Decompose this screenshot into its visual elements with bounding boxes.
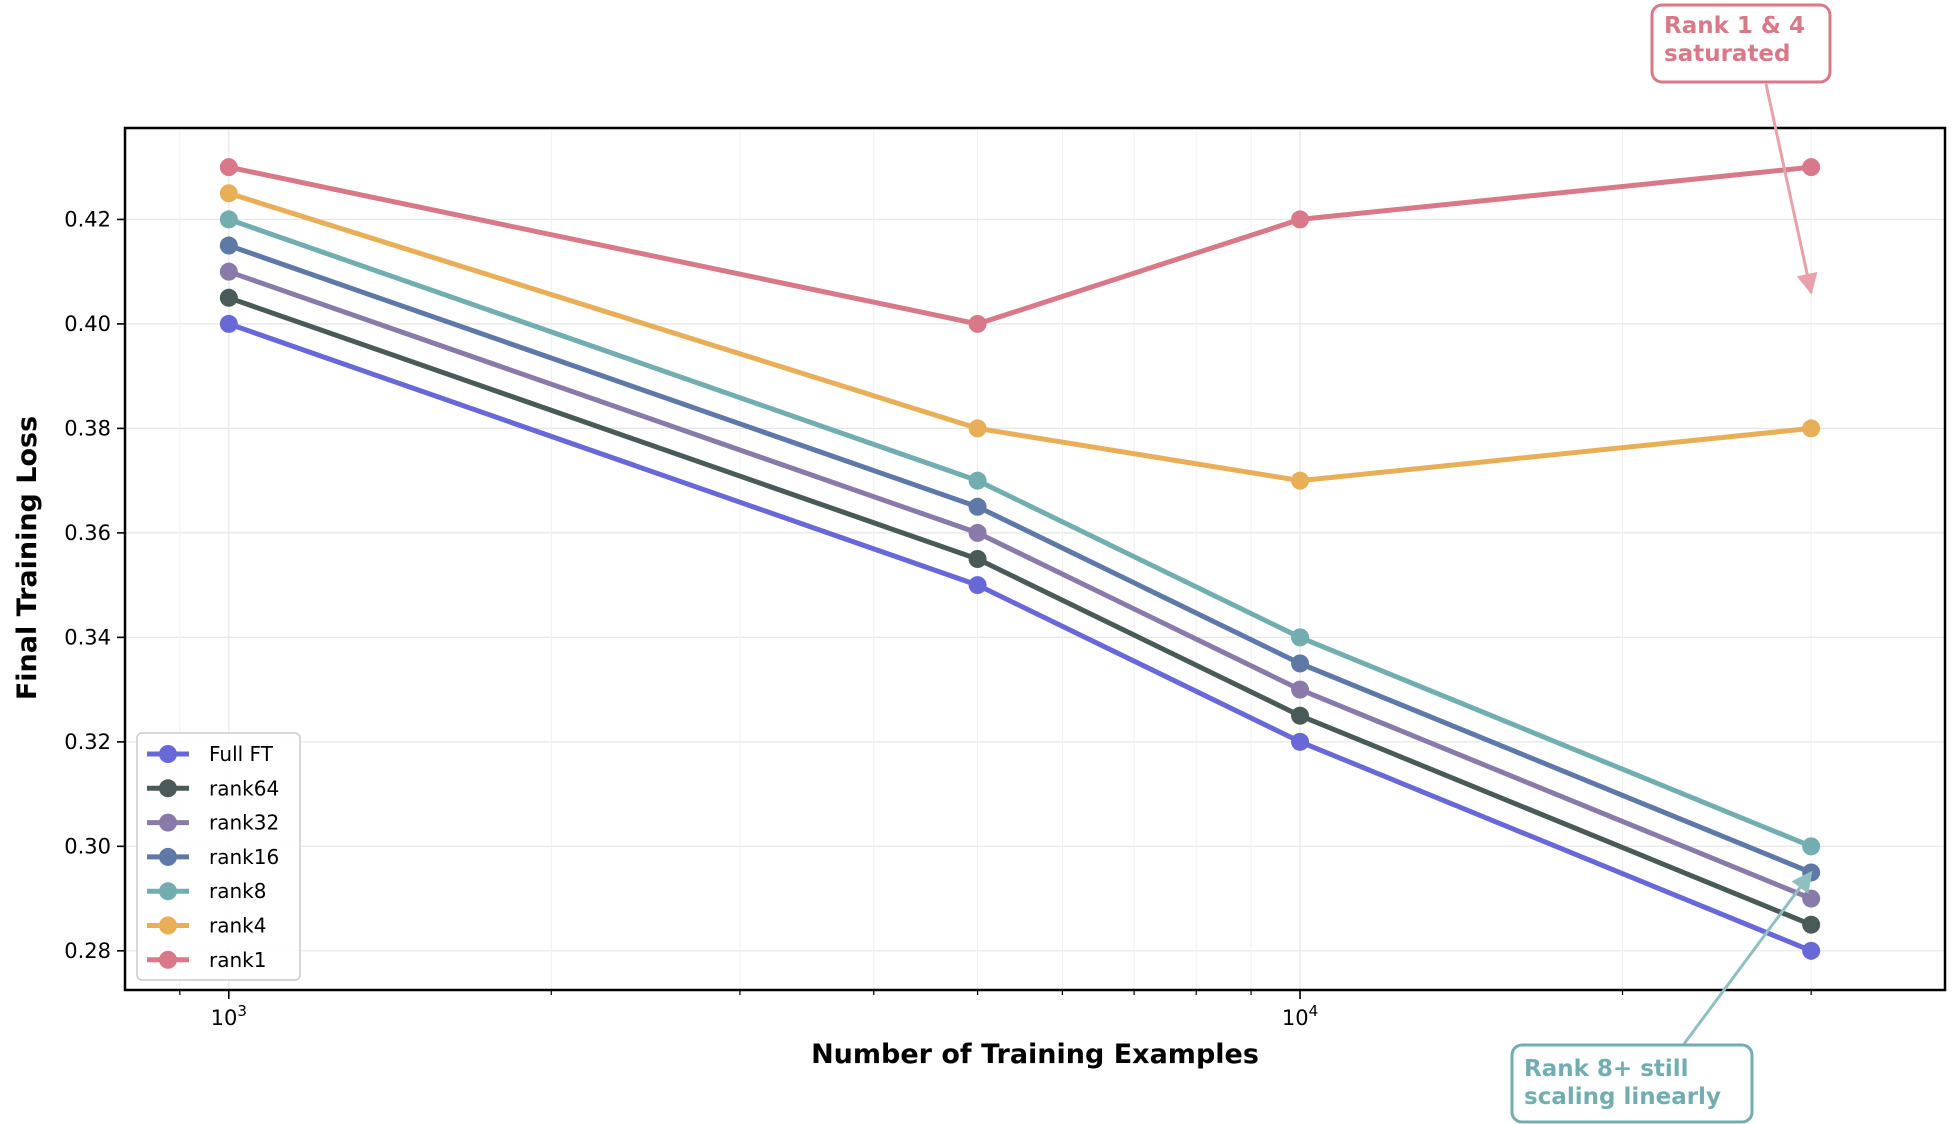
legend-swatch-marker <box>159 916 177 935</box>
legend-box <box>136 732 301 981</box>
data-point-rank32 <box>1291 680 1310 699</box>
y-tick-label: 0.36 <box>64 521 111 545</box>
plot-frame <box>123 126 1947 992</box>
y-tick-label: 0.38 <box>64 416 111 440</box>
series-line-rank8 <box>227 217 1813 849</box>
annotation-text: Rank 8+ still <box>1524 1056 1689 1082</box>
legend-swatch-marker <box>159 745 177 763</box>
legend-item-full-ft: Full FT <box>147 742 274 766</box>
y-tick-label: 0.28 <box>64 939 111 963</box>
data-point-full-ft <box>1802 941 1821 960</box>
legend-swatch-marker <box>159 950 177 969</box>
data-point-rank16 <box>219 236 238 255</box>
annotation-text: scaling linearly <box>1524 1084 1721 1110</box>
annotation-arrow <box>1682 870 1813 1045</box>
series-rank1 <box>219 158 1821 333</box>
data-point-rank4 <box>219 184 238 203</box>
data-point-rank32 <box>1802 889 1821 908</box>
y-tick-label: 0.32 <box>64 730 111 754</box>
data-point-rank32 <box>968 523 987 542</box>
series-line-rank4 <box>228 190 1812 484</box>
data-point-rank64 <box>1291 706 1310 725</box>
legend-label: rank32 <box>209 811 279 835</box>
y-axis-title: Final Training Loss <box>12 416 43 700</box>
data-point-rank4 <box>1802 419 1821 438</box>
x-tick-label: 103 <box>211 1002 247 1030</box>
annotation-arrow <box>1764 83 1818 295</box>
series-rank8 <box>219 210 1821 856</box>
series-line-rank64 <box>227 295 1813 928</box>
data-point-rank1 <box>219 158 238 177</box>
legend-item-rank1: rank1 <box>147 948 266 972</box>
data-point-rank16 <box>968 497 987 516</box>
legend-swatch-marker <box>159 847 177 866</box>
series-rank32 <box>219 262 1821 908</box>
legend-label: rank1 <box>209 948 266 972</box>
series-line-rank32 <box>227 269 1813 901</box>
y-tick-label: 0.30 <box>64 834 111 858</box>
data-point-rank64 <box>1802 915 1821 934</box>
series-full-ft <box>219 314 1821 960</box>
data-point-rank4 <box>1291 471 1310 490</box>
ticks: 0.28 0.30 0.32 0.34 0.36 0.38 0.40 0.42 103 104 <box>64 207 1812 1030</box>
legend-swatch-marker <box>159 813 177 832</box>
legend: Full FT rank64 rank32 rank16 rank8 rank4 rank1 <box>136 732 301 981</box>
y-tick-label: 0.40 <box>64 312 111 336</box>
legend-label: Full FT <box>209 742 274 766</box>
legend-item-rank32: rank32 <box>147 811 279 835</box>
y-tick-label: 0.34 <box>64 625 111 649</box>
annotation-text: Rank 1 & 4 <box>1664 13 1805 39</box>
data-point-rank8 <box>968 471 987 490</box>
data-point-full-ft <box>219 314 238 333</box>
series-rank16 <box>219 236 1821 882</box>
data-point-full-ft <box>1291 732 1310 751</box>
data-point-rank4 <box>968 419 987 438</box>
legend-swatch-marker <box>159 779 177 798</box>
data-point-rank32 <box>219 262 238 281</box>
data-point-rank8 <box>1291 628 1310 647</box>
annotation-text: saturated <box>1664 41 1791 67</box>
legend-label: rank16 <box>209 845 279 869</box>
y-tick-label: 0.42 <box>64 207 111 231</box>
series-layer <box>219 158 1821 960</box>
data-point-rank16 <box>1291 654 1310 673</box>
legend-item-rank4: rank4 <box>147 914 266 938</box>
data-point-rank1 <box>1802 158 1821 177</box>
x-tick-label: 104 <box>1282 1002 1318 1030</box>
legend-item-rank16: rank16 <box>147 845 279 869</box>
data-point-full-ft <box>968 576 987 595</box>
annotation-box <box>1510 1043 1754 1124</box>
legend-label: rank64 <box>209 776 279 800</box>
legend-swatch-marker <box>159 882 177 901</box>
data-point-rank64 <box>968 550 987 568</box>
legend-label: rank8 <box>209 879 266 903</box>
legend-item-rank8: rank8 <box>147 879 266 903</box>
data-point-rank64 <box>219 288 238 307</box>
series-line-rank16 <box>227 243 1813 875</box>
series-rank64 <box>219 288 1821 934</box>
x-axis-title: Number of Training Examples <box>811 1039 1259 1070</box>
data-point-rank8 <box>219 210 238 229</box>
legend-label: rank4 <box>209 914 266 938</box>
data-point-rank1 <box>968 314 987 333</box>
series-rank4 <box>219 184 1821 490</box>
annotation-box <box>1650 3 1832 84</box>
data-point-rank8 <box>1802 837 1821 856</box>
series-line-full-ft <box>227 321 1813 954</box>
legend-item-rank64: rank64 <box>147 776 279 800</box>
data-point-rank1 <box>1291 210 1310 229</box>
series-line-rank1 <box>228 164 1812 327</box>
